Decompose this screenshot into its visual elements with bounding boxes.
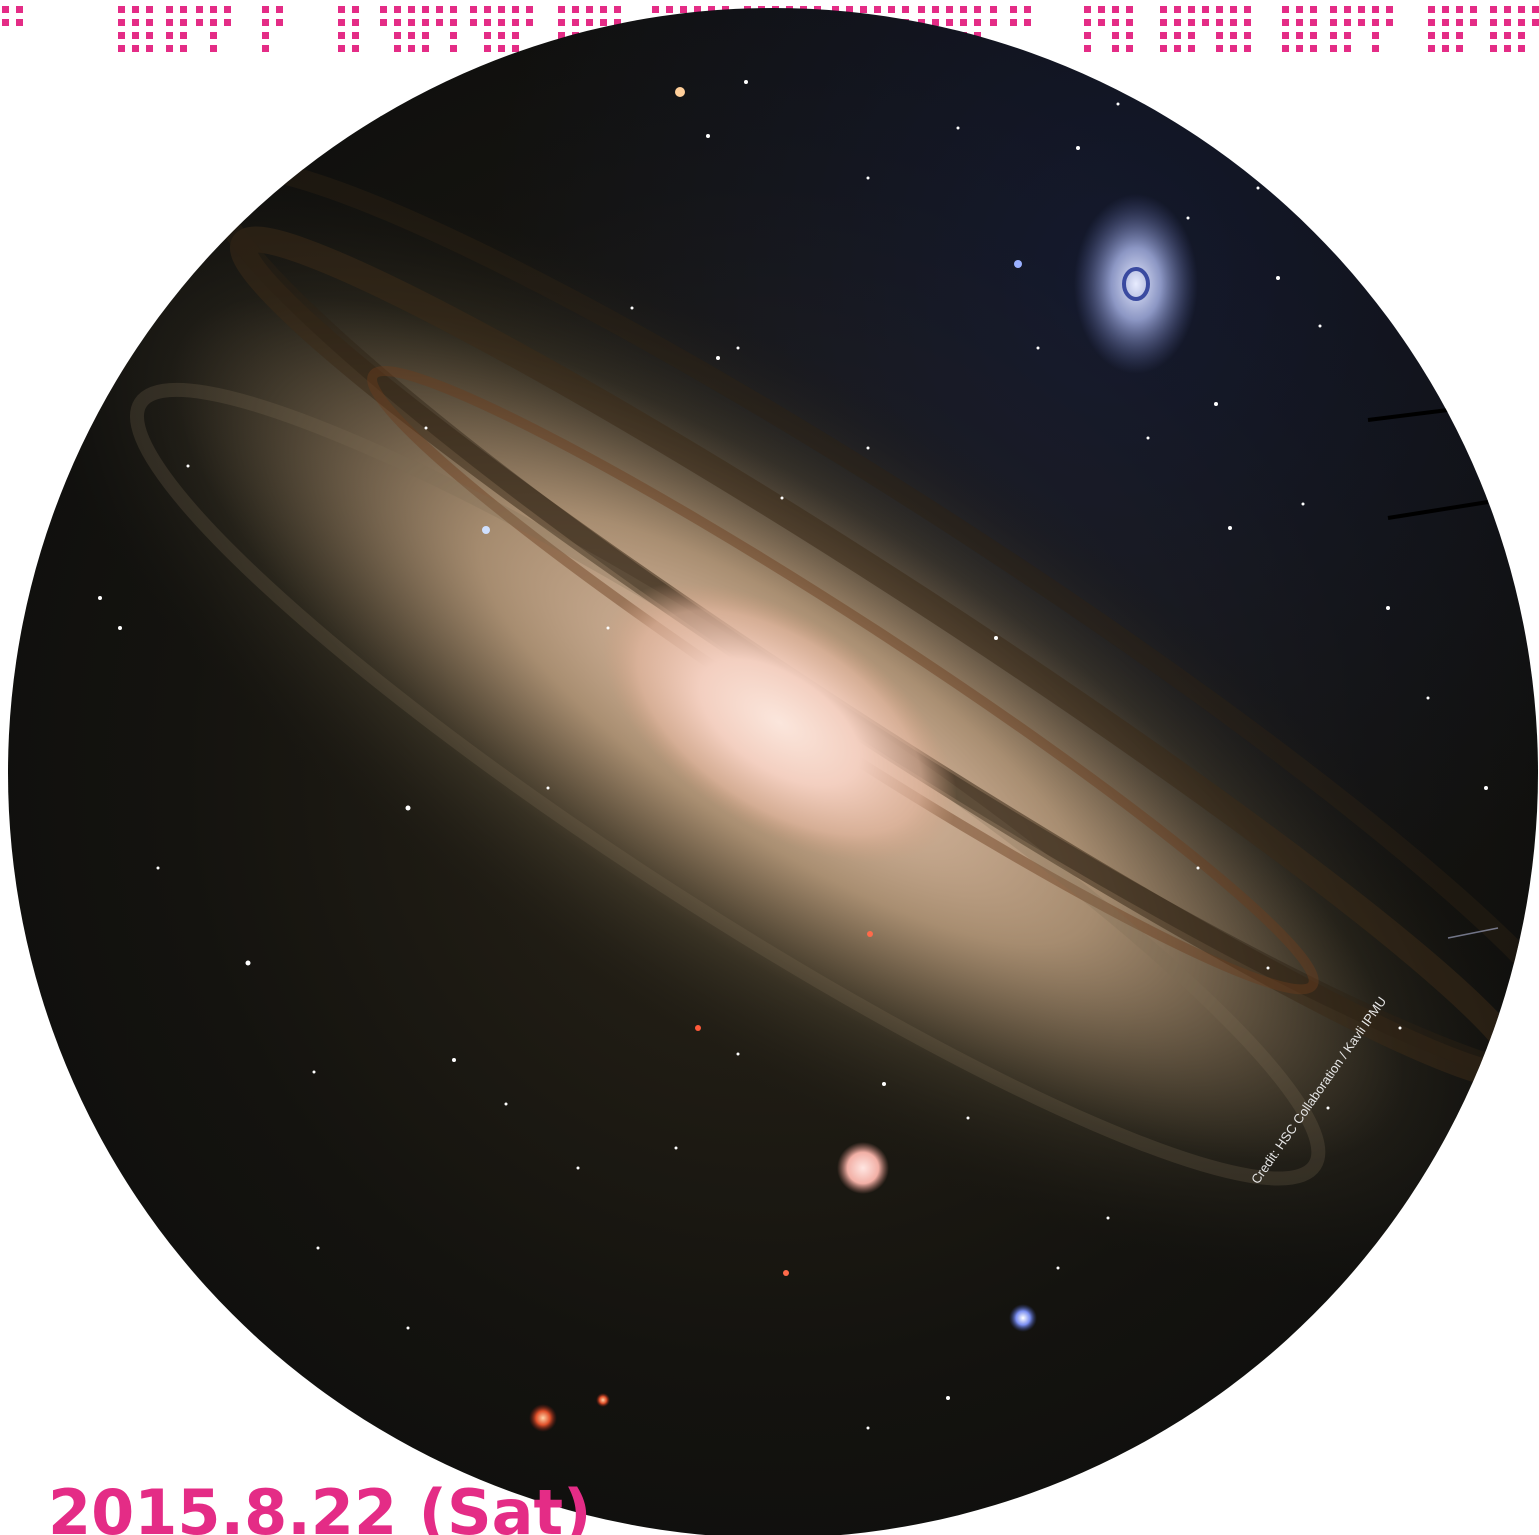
sky-disc: Credit: HSC Collaboration / Kavli IPMU — [8, 8, 1538, 1535]
event-date: 2015.8.22 (Sat) — [48, 1476, 592, 1535]
andromeda-galaxy-image — [12, 80, 1538, 1432]
